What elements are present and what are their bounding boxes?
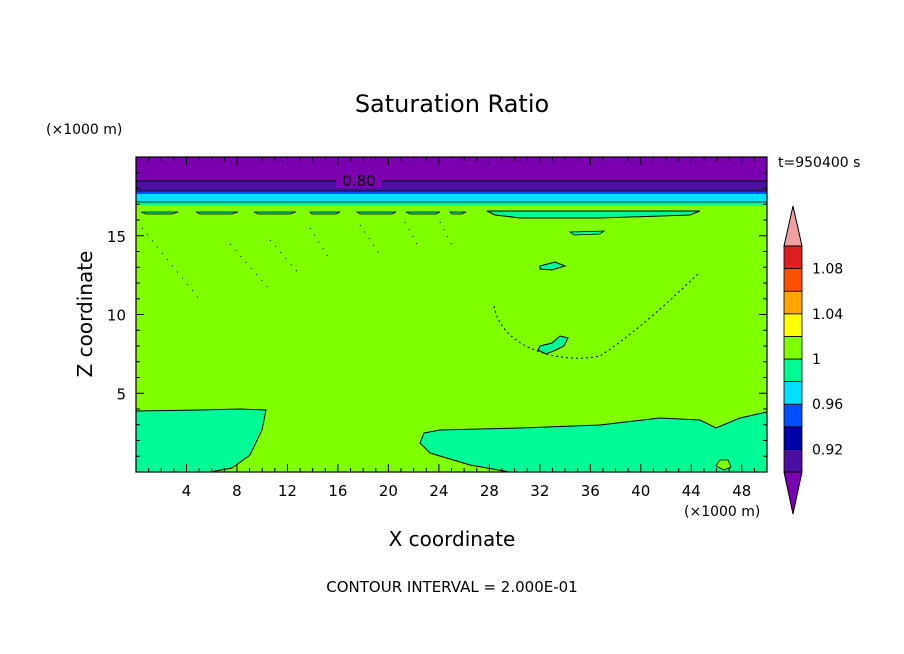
colorbar-arrow-low <box>783 471 803 515</box>
y-axis-ticks: 5 10 15 <box>107 172 767 457</box>
wave-patch <box>537 335 569 355</box>
x-tick-label: 36 <box>581 482 600 500</box>
colorbar-label: 0.92 <box>812 442 843 458</box>
colorbar-bin <box>783 426 803 450</box>
contour-label: 0.80 <box>342 172 375 190</box>
field-band-teal <box>136 202 767 205</box>
x-tick-label: 20 <box>379 482 398 500</box>
colorbar-bin <box>783 268 803 292</box>
x-unit-label: (×1000 m) <box>684 504 760 520</box>
x-tick-label: 48 <box>732 482 751 500</box>
x-tick-label: 16 <box>328 482 347 500</box>
y-tick-label: 15 <box>107 228 126 246</box>
x-tick-label: 32 <box>530 482 549 500</box>
y-tick-label: 5 <box>116 385 126 403</box>
mid-cloud-patch <box>539 261 567 271</box>
chart-title: Saturation Ratio <box>355 90 549 118</box>
colorbar-bin <box>783 313 803 337</box>
tropopause-streaks <box>140 211 467 215</box>
colorbar-label: 0.96 <box>812 397 843 413</box>
surface-dry-patch <box>715 459 732 471</box>
y-unit-label: (×1000 m) <box>46 122 122 138</box>
wave-dotted-arc <box>493 271 701 359</box>
colorbar-bin <box>783 335 803 360</box>
colorbar: 0.92 0.96 1 1.04 1.08 <box>783 205 843 515</box>
x-tick-label: 44 <box>682 482 701 500</box>
x-tick-label: 24 <box>429 482 448 500</box>
upper-cloud-region <box>486 210 701 219</box>
x-tick-label: 40 <box>631 482 650 500</box>
colorbar-bin <box>783 358 803 383</box>
x-tick-label: 4 <box>182 482 192 500</box>
x-tick-label: 8 <box>232 482 242 500</box>
colorbar-label: 1.04 <box>812 307 843 323</box>
x-tick-label: 12 <box>278 482 297 500</box>
contour-label-bg <box>336 172 382 188</box>
colorbar-arrow-high <box>783 205 803 247</box>
right-boundary-layer <box>419 411 768 473</box>
field-band-cyan <box>136 194 767 202</box>
field-band-blue <box>136 191 767 194</box>
x-tick-label: 28 <box>480 482 499 500</box>
colorbar-bin <box>783 290 803 315</box>
x-axis-label: X coordinate <box>389 527 516 551</box>
colorbar-label: 1.08 <box>812 262 843 278</box>
colorbar-bin <box>783 448 803 473</box>
y-tick-label: 10 <box>107 307 126 325</box>
colorbar-bin <box>783 381 803 405</box>
contour-interval-footer: CONTOUR INTERVAL = 2.000E-01 <box>326 578 577 596</box>
y-axis-label: Z coordinate <box>73 251 97 378</box>
colorbar-bin <box>783 403 803 428</box>
time-label: t=950400 s <box>778 155 860 171</box>
x-axis-ticks: 4 8 12 16 20 24 28 32 36 40 44 48 <box>148 157 755 500</box>
upper-cloud-small <box>568 230 606 236</box>
colorbar-bin <box>783 245 803 270</box>
field-band-violet <box>136 181 767 191</box>
colorbar-label: 1 <box>812 352 821 368</box>
